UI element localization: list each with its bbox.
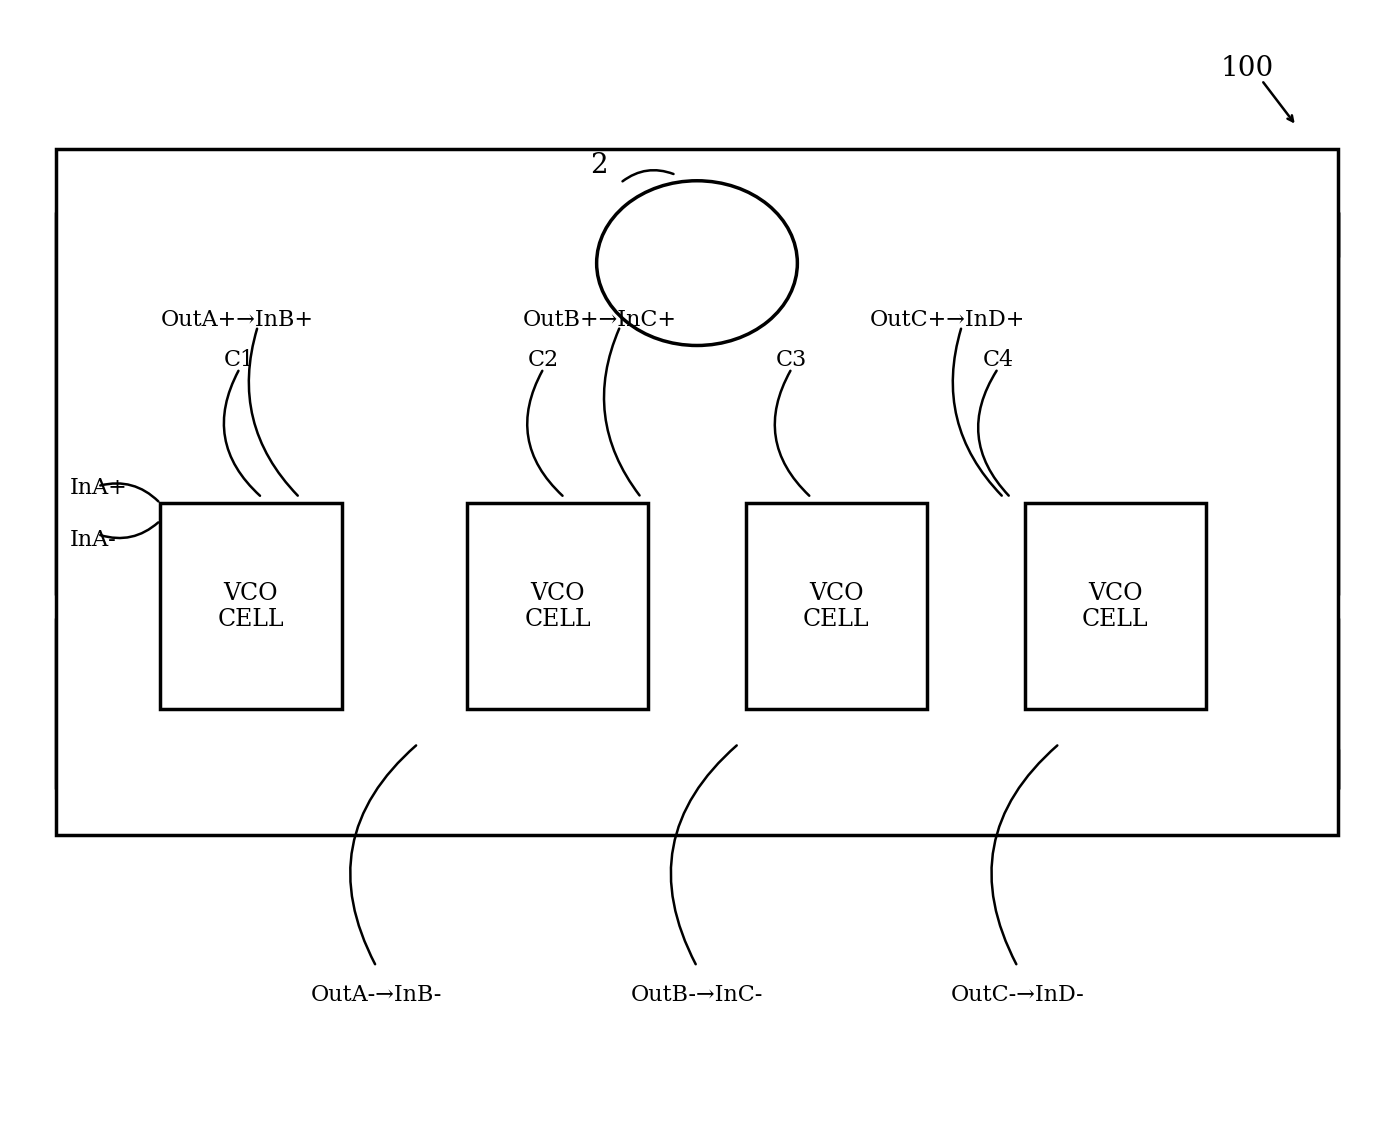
FancyBboxPatch shape [467,503,648,709]
Text: OutB-→InC-: OutB-→InC- [631,984,763,1007]
Text: C2: C2 [528,349,559,372]
Text: InA+: InA+ [70,477,127,500]
Text: 100: 100 [1221,55,1274,82]
FancyBboxPatch shape [746,503,927,709]
Text: C3: C3 [776,349,807,372]
Text: C1: C1 [224,349,255,372]
Text: OutB+→InC+: OutB+→InC+ [523,309,676,332]
Text: 2: 2 [591,152,608,180]
FancyBboxPatch shape [160,503,342,709]
Text: OutA+→InB+: OutA+→InB+ [160,309,314,332]
Text: VCO
CELL: VCO CELL [217,581,284,631]
FancyBboxPatch shape [56,149,1338,835]
Text: C4: C4 [983,349,1013,372]
Text: VCO
CELL: VCO CELL [803,581,870,631]
Text: OutC-→InD-: OutC-→InD- [951,984,1085,1007]
Text: InA-: InA- [70,529,117,551]
Text: VCO
CELL: VCO CELL [524,581,591,631]
Text: VCO
CELL: VCO CELL [1082,581,1149,631]
Text: OutC+→InD+: OutC+→InD+ [870,309,1026,332]
FancyBboxPatch shape [1025,503,1206,709]
Text: OutA-→InB-: OutA-→InB- [311,984,442,1007]
